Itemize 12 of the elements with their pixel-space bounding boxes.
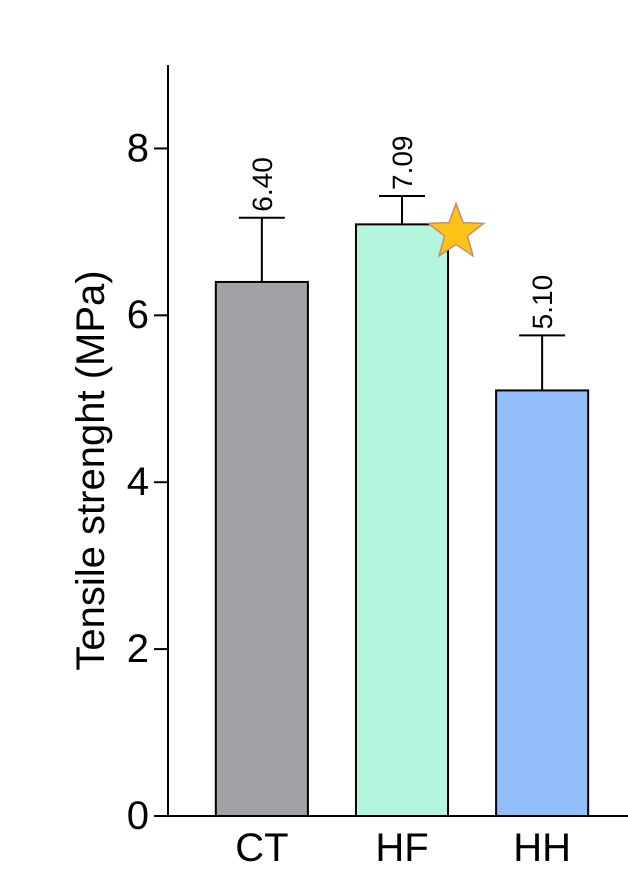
y-tick-label: 6 [126,293,149,338]
x-tick-label: HH [513,826,572,870]
y-tick-label: 2 [126,626,149,671]
y-tick-label: 4 [126,460,149,504]
y-tick-label: 0 [126,794,149,838]
data-label: 7.09 [387,136,418,190]
y-axis-title: Tensile strenght (MPa) [69,270,113,671]
x-tick-label: CT [235,826,289,870]
x-tick-label: HF [375,826,429,870]
data-label: 6.40 [246,157,278,212]
y-tick-label: 8 [126,126,149,170]
data-label: 5.10 [527,274,558,330]
